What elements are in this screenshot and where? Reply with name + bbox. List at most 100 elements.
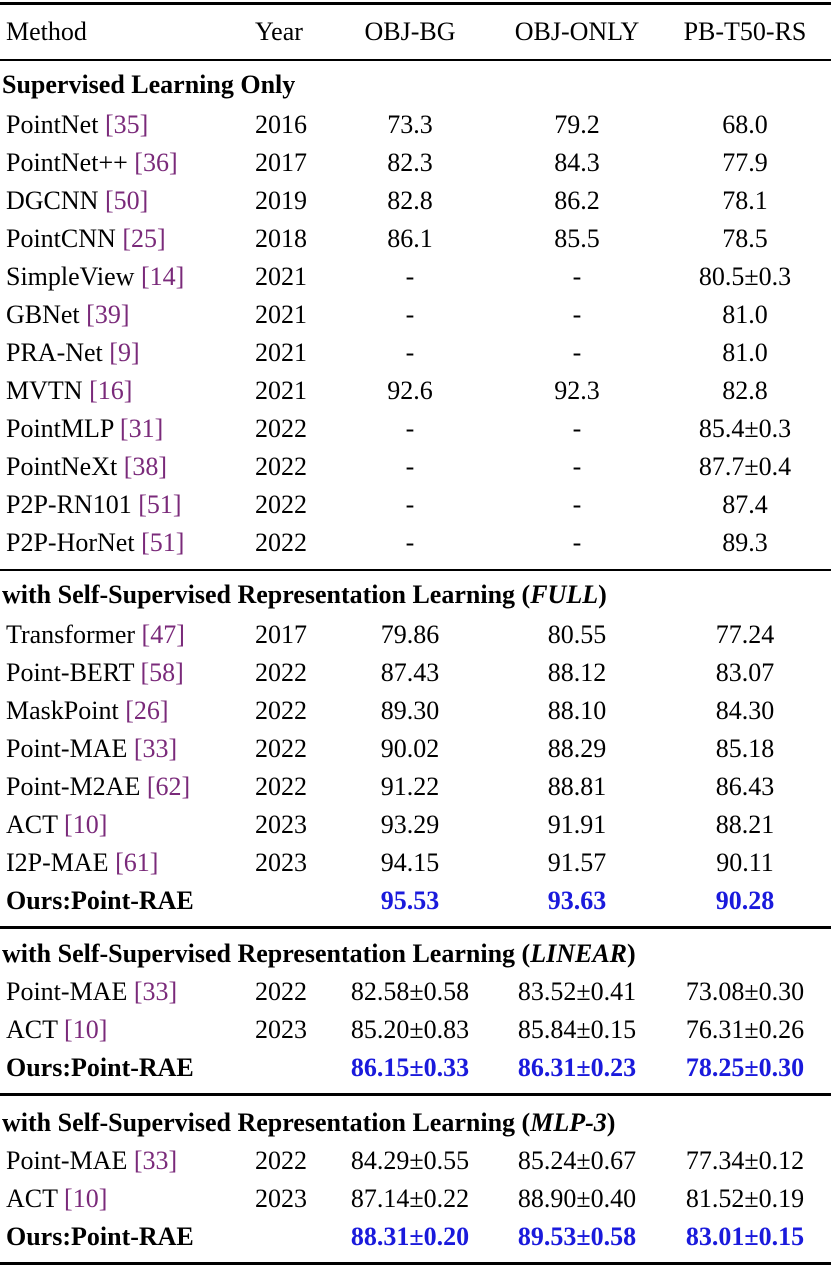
citation-link: [62] — [146, 772, 191, 801]
table-row: ACT [10] 2023 85.20±0.83 85.84±0.15 76.3… — [0, 1011, 833, 1049]
obj-bg-cell: - — [405, 490, 415, 519]
year-cell: 2021 — [255, 262, 307, 291]
obj-bg-cell: 85.20±0.83 — [350, 1015, 470, 1044]
year-cell: 2023 — [255, 848, 307, 877]
pb-t50-rs-cell: 83.01±0.15 — [685, 1222, 805, 1251]
method-cell: ACT [10] — [6, 1015, 108, 1044]
method-cell: Transformer [47] — [6, 620, 185, 649]
obj-bg-cell: - — [405, 528, 415, 557]
citation-link: [58] — [140, 658, 184, 687]
obj-bg-cell: 84.29±0.55 — [350, 1146, 470, 1175]
pb-t50-rs-cell: 85.18 — [715, 734, 775, 763]
obj-only-cell: 85.24±0.67 — [517, 1146, 637, 1175]
obj-only-cell: 88.81 — [547, 772, 607, 801]
method-cell: Ours:Point-RAE — [6, 886, 194, 915]
citation-link: [61] — [115, 848, 159, 877]
obj-only-cell: - — [572, 414, 582, 443]
obj-bg-cell: 87.43 — [380, 658, 440, 687]
table-row: Point-MAE [33] 2022 84.29±0.55 85.24±0.6… — [0, 1142, 833, 1180]
method-cell: GBNet [39] — [6, 300, 130, 329]
table-row: MaskPoint [26] 2022 89.30 88.10 84.30 — [0, 692, 833, 730]
method-cell: PointNet++ [36] — [6, 148, 178, 177]
table-row: I2P-MAE [61] 2023 94.15 91.57 90.11 — [0, 844, 833, 882]
year-cell: 2021 — [255, 300, 307, 329]
obj-only-cell: 88.12 — [547, 658, 607, 687]
obj-bg-cell: 82.3 — [387, 148, 433, 177]
section-title-text: Supervised Learning Only — [2, 70, 296, 99]
obj-only-cell: - — [572, 300, 582, 329]
citation-link: [47] — [141, 620, 185, 649]
method-cell: PointCNN [25] — [6, 224, 166, 253]
obj-only-cell: 79.2 — [554, 110, 600, 139]
year-cell: 2021 — [255, 338, 307, 367]
obj-only-cell: 89.53±0.58 — [517, 1222, 637, 1251]
table-row: PRA-Net [9] 2021 - - 81.0 — [0, 334, 833, 372]
pb-t50-rs-cell: 73.08±0.30 — [685, 977, 805, 1006]
obj-bg-cell: 93.29 — [380, 810, 440, 839]
table-row: ACT [10] 2023 87.14±0.22 88.90±0.40 81.5… — [0, 1180, 833, 1218]
method-cell: Point-M2AE [62] — [6, 772, 191, 801]
obj-bg-cell: - — [405, 262, 415, 291]
pb-t50-rs-cell: 78.5 — [722, 224, 768, 253]
citation-link: [10] — [64, 810, 108, 839]
table-row: PointNet++ [36] 2017 82.3 84.3 77.9 — [0, 144, 833, 182]
citation-link: [50] — [104, 186, 149, 215]
pb-t50-rs-cell: 85.4±0.3 — [698, 414, 792, 443]
method-cell: PointMLP [31] — [6, 414, 164, 443]
obj-bg-cell: 88.31±0.20 — [350, 1222, 470, 1251]
pb-t50-rs-cell: 78.1 — [722, 186, 768, 215]
obj-only-cell: - — [572, 490, 582, 519]
table-row: PointNet [35] 2016 73.3 79.2 68.0 — [0, 106, 833, 144]
pb-t50-rs-cell: 83.07 — [715, 658, 775, 687]
header-obj-bg: OBJ-BG — [364, 17, 456, 46]
citation-link: [10] — [64, 1184, 108, 1213]
pb-t50-rs-cell: 82.8 — [722, 376, 768, 405]
citation-link: [10] — [64, 1015, 108, 1044]
obj-only-cell: 91.91 — [547, 810, 607, 839]
obj-bg-cell: 86.1 — [387, 224, 433, 253]
method-cell: ACT [10] — [6, 1184, 108, 1213]
header-method: Method — [6, 17, 87, 46]
pb-t50-rs-cell: 90.28 — [715, 886, 775, 915]
pb-t50-rs-cell: 80.5±0.3 — [698, 262, 792, 291]
year-cell: 2022 — [255, 696, 307, 725]
table-row: PointCNN [25] 2018 86.1 85.5 78.5 — [0, 220, 833, 258]
obj-bg-cell: 90.02 — [380, 734, 440, 763]
obj-bg-cell: 87.14±0.22 — [350, 1184, 470, 1213]
obj-only-cell: - — [572, 528, 582, 557]
year-cell: 2021 — [255, 376, 307, 405]
year-cell: 2022 — [255, 452, 307, 481]
obj-bg-cell: - — [405, 452, 415, 481]
method-cell: Point-MAE [33] — [6, 734, 178, 763]
obj-bg-cell: 79.86 — [380, 620, 440, 649]
pb-t50-rs-cell: 88.21 — [715, 810, 775, 839]
table-row: Transformer [47] 2017 79.86 80.55 77.24 — [0, 616, 833, 654]
citation-link: [39] — [86, 300, 130, 329]
obj-bg-cell: 82.8 — [387, 186, 433, 215]
header-pb-t50-rs: PB-T50-RS — [683, 17, 807, 46]
obj-only-cell: 93.63 — [547, 886, 607, 915]
table-row-ours: Ours:Point-RAE 88.31±0.20 89.53±0.58 83.… — [0, 1218, 833, 1256]
method-cell: Point-MAE [33] — [6, 977, 178, 1006]
year-cell: 2018 — [255, 224, 307, 253]
table-row: SimpleView [14] 2021 - - 80.5±0.3 — [0, 258, 833, 296]
method-cell: MaskPoint [26] — [6, 696, 169, 725]
table-row: ACT [10] 2023 93.29 91.91 88.21 — [0, 806, 833, 844]
pb-t50-rs-cell: 81.0 — [722, 338, 768, 367]
method-cell: Ours:Point-RAE — [6, 1222, 194, 1251]
method-cell: PointNeXt [38] — [6, 452, 168, 481]
obj-only-cell: 85.84±0.15 — [517, 1015, 637, 1044]
pb-t50-rs-cell: 87.4 — [722, 490, 768, 519]
year-cell: 2016 — [255, 110, 307, 139]
section-title-mlp3: with Self-Supervised Representation Lear… — [2, 1108, 616, 1137]
table-row: Point-M2AE [62] 2022 91.22 88.81 86.43 — [0, 768, 833, 806]
obj-only-cell: - — [572, 452, 582, 481]
citation-link: [51] — [138, 490, 182, 519]
obj-only-cell: 86.2 — [554, 186, 600, 215]
citation-link: [35] — [104, 110, 149, 139]
year-cell: 2022 — [255, 772, 307, 801]
method-cell: ACT [10] — [6, 810, 108, 839]
citation-link: [33] — [133, 1146, 178, 1175]
citation-link: [33] — [133, 734, 178, 763]
year-cell: 2017 — [255, 148, 307, 177]
